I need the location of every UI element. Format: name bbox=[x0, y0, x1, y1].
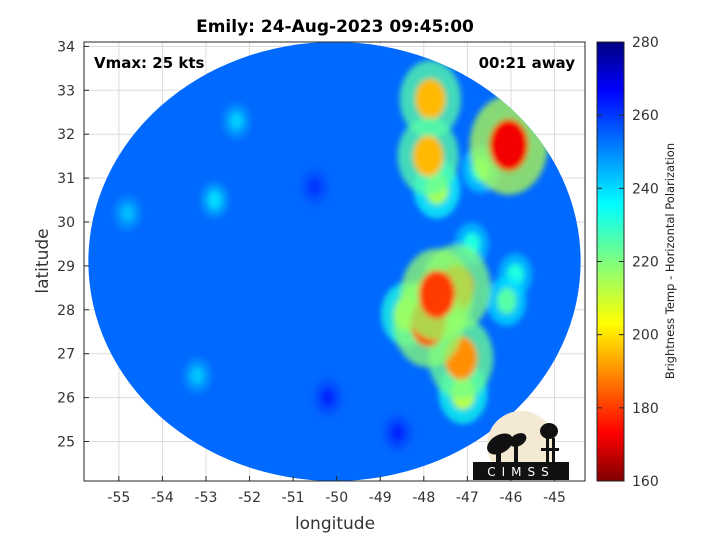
x-tick-label: -47 bbox=[456, 490, 479, 506]
cimss-logo-text: CIMSS bbox=[487, 465, 555, 479]
feature-core bbox=[415, 78, 446, 120]
colorbar-tick-label: 240 bbox=[632, 181, 659, 197]
feature-core bbox=[207, 190, 222, 210]
x-axis-label: longitude bbox=[295, 514, 375, 534]
feature-core bbox=[489, 119, 529, 172]
feature-core bbox=[418, 270, 455, 319]
feature-core bbox=[190, 366, 205, 385]
x-tick-label: -51 bbox=[282, 490, 305, 506]
y-tick-label: 31 bbox=[57, 171, 75, 187]
colorbar-tick-label: 220 bbox=[632, 255, 659, 271]
y-tick-label: 32 bbox=[57, 127, 75, 143]
x-tick-label: -48 bbox=[412, 490, 435, 506]
chart-title: Emily: 24-Aug-2023 09:45:00 bbox=[196, 17, 474, 37]
feature-core bbox=[412, 135, 444, 177]
feature-core bbox=[229, 111, 244, 131]
y-tick-label: 26 bbox=[57, 391, 75, 407]
x-tick-label: -55 bbox=[107, 490, 130, 506]
brightness-features bbox=[113, 60, 548, 451]
y-axis-ticks: 25 26 27 28 29 30 31 32 33 34 bbox=[57, 39, 89, 450]
swath-layer bbox=[88, 42, 581, 481]
colorbar-ticks: 160 180 200 220 240 260 280 bbox=[597, 35, 659, 490]
x-tick-label: -45 bbox=[543, 490, 566, 506]
y-tick-label: 25 bbox=[57, 434, 75, 450]
feature-core bbox=[307, 177, 322, 197]
y-tick-label: 33 bbox=[57, 83, 75, 99]
colorbar-label: Brightness Temp - Horizontal Polarizatio… bbox=[663, 143, 677, 379]
x-tick-label: -52 bbox=[238, 490, 261, 506]
feature-core bbox=[496, 287, 517, 315]
time-away-annotation: 00:21 away bbox=[479, 54, 576, 72]
cimss-logo: CIMSS bbox=[473, 411, 569, 480]
x-tick-label: -49 bbox=[369, 490, 392, 506]
x-tick-label: -53 bbox=[195, 490, 218, 506]
plot-frame bbox=[83, 41, 586, 482]
feature-core bbox=[320, 388, 335, 407]
y-tick-label: 29 bbox=[57, 259, 75, 275]
x-tick-label: -54 bbox=[151, 490, 174, 506]
x-tick-label: -50 bbox=[325, 490, 348, 506]
colorbar-tick-label: 200 bbox=[632, 328, 659, 344]
feature-core bbox=[120, 203, 135, 223]
colorbar-tick-label: 260 bbox=[632, 108, 659, 124]
y-tick-label: 27 bbox=[57, 347, 75, 363]
colorbar: 160 180 200 220 240 260 280 Brightness Temp - … bbox=[596, 35, 677, 490]
x-tick-label: -46 bbox=[500, 490, 523, 506]
colorbar-tick-label: 160 bbox=[632, 474, 659, 490]
colorbar-tick-label: 180 bbox=[632, 401, 659, 417]
vmax-annotation: Vmax: 25 kts bbox=[94, 54, 204, 72]
y-tick-label: 28 bbox=[57, 303, 75, 319]
y-tick-label: 30 bbox=[57, 215, 75, 231]
y-axis-label: latitude bbox=[33, 228, 53, 293]
colorbar-tick-label: 280 bbox=[632, 35, 659, 51]
y-tick-label: 34 bbox=[57, 39, 75, 55]
feature-core bbox=[390, 423, 405, 443]
